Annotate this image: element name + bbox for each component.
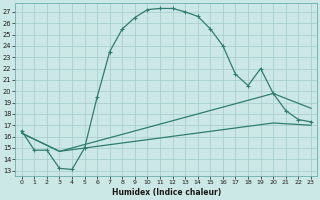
X-axis label: Humidex (Indice chaleur): Humidex (Indice chaleur): [112, 188, 221, 197]
